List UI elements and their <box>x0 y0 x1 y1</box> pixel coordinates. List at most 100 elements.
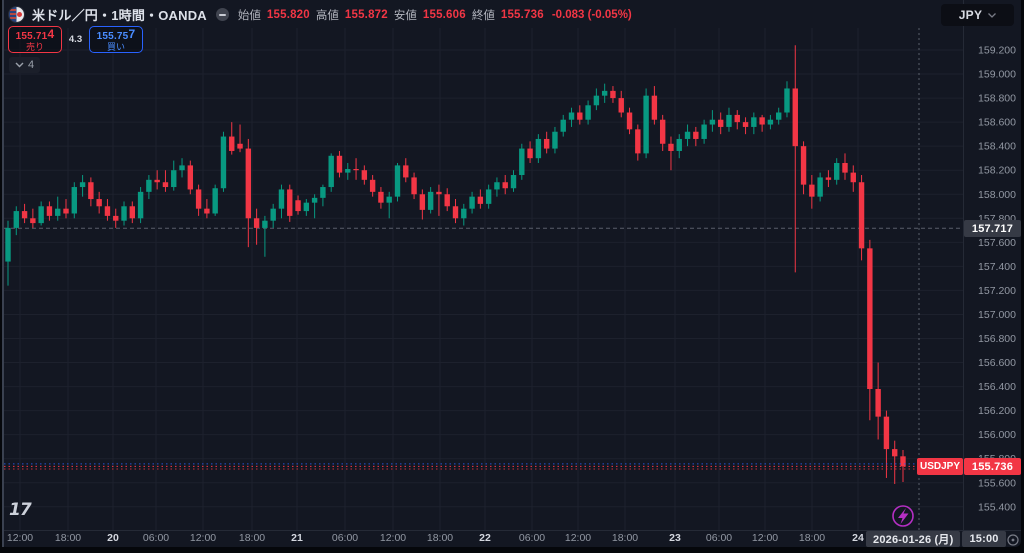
time-tick-label: 06:00 <box>332 532 358 544</box>
candle <box>229 122 235 155</box>
time-tick-label: 12:00 <box>565 532 591 544</box>
open-label: 始値 <box>237 9 261 22</box>
time-tick-label: 18:00 <box>55 532 81 544</box>
last-price-axis-label: 155.736 <box>964 458 1021 475</box>
price-tick-label: 158.000 <box>978 189 1016 201</box>
candle <box>452 199 459 224</box>
event-marker-lightning-icon[interactable] <box>892 505 914 527</box>
candle <box>361 165 368 185</box>
time-tick-label: 18:00 <box>799 532 825 544</box>
candle <box>834 158 840 185</box>
low-value: 155.606 <box>422 8 466 21</box>
candle <box>212 184 218 216</box>
time-tick-label: 12:00 <box>7 532 33 544</box>
window-frame-bottom <box>0 547 1024 553</box>
candle <box>461 203 467 226</box>
candle <box>792 45 798 273</box>
price-tick-label: 155.400 <box>978 501 1016 513</box>
candle <box>568 107 575 127</box>
candle <box>55 196 61 221</box>
candle <box>121 201 127 226</box>
price-tick-label: 156.600 <box>978 357 1016 369</box>
candle <box>767 114 774 130</box>
candle <box>38 201 44 226</box>
candle <box>63 199 69 219</box>
time-scale[interactable] <box>4 530 864 547</box>
candle <box>378 187 384 209</box>
crosshair-date: 2026-01-26 (月) <box>866 531 961 547</box>
price-tick-label: 156.000 <box>978 429 1016 441</box>
price-tick-label: 156.800 <box>978 333 1016 345</box>
candle <box>237 124 243 153</box>
last-price-symbol-tag: USDJPY <box>917 458 963 475</box>
sell-price: 155.71 <box>15 30 48 42</box>
candle <box>618 90 624 118</box>
price-tick-label: 159.000 <box>978 69 1016 81</box>
time-tick-label: 12:00 <box>752 532 778 544</box>
indicators-collapse-button[interactable]: 4 <box>9 57 41 73</box>
high-label: 高値 <box>315 9 339 22</box>
price-tick-label: 156.400 <box>978 381 1016 393</box>
candle <box>353 158 359 180</box>
candle <box>510 170 517 192</box>
ohlc-readout: 始値 155.820 高値 155.872 安値 155.606 終値 155.736 … <box>238 7 632 23</box>
candle <box>187 160 194 195</box>
sell-button[interactable]: 155.714 売り <box>8 26 62 53</box>
time-tick-label: 12:00 <box>380 532 406 544</box>
candle <box>320 184 326 207</box>
candle <box>253 208 260 245</box>
candle <box>883 410 890 478</box>
price-scale[interactable] <box>964 28 1021 530</box>
buy-button[interactable]: 155.757 買い <box>89 26 143 53</box>
candle <box>13 206 19 236</box>
candle <box>287 184 293 222</box>
candle <box>858 175 865 261</box>
candle <box>684 124 691 147</box>
crosshair-target-icon[interactable] <box>1004 532 1022 548</box>
candle <box>171 160 177 191</box>
crosshair <box>4 28 963 530</box>
candle <box>726 107 732 132</box>
chevron-down-icon <box>15 62 24 68</box>
candle <box>303 199 310 216</box>
crosshair-price-axis-label: 157.717 <box>964 220 1021 237</box>
candle <box>403 158 409 183</box>
left-toolbar-strip[interactable] <box>2 0 4 547</box>
candle <box>278 184 285 219</box>
price-tick-label: 157.000 <box>978 309 1016 321</box>
candle <box>643 88 649 159</box>
time-tick-label: 12:00 <box>190 532 216 544</box>
candle <box>560 114 566 137</box>
spread-value: 4.3 <box>68 34 83 45</box>
low-label: 安値 <box>393 9 417 22</box>
time-tick-label: 18:00 <box>612 532 638 544</box>
candle <box>668 136 674 171</box>
candle <box>867 239 873 421</box>
time-tick-label: 06:00 <box>706 532 732 544</box>
symbol-flag-icon <box>8 6 25 23</box>
tradingview-logo[interactable]: 17 <box>9 500 32 520</box>
candle <box>784 81 790 118</box>
price-tick-label: 158.400 <box>978 141 1016 153</box>
candle <box>411 172 417 200</box>
buy-label: 買い <box>106 41 125 52</box>
candle <box>626 107 633 135</box>
price-tick-label: 158.600 <box>978 117 1016 129</box>
time-tick-label: 18:00 <box>427 532 453 544</box>
symbol-title[interactable]: 米ドル／円・1時間・OANDA <box>32 8 207 23</box>
candle <box>635 124 641 161</box>
candle <box>21 203 28 224</box>
candle <box>5 220 11 286</box>
candle <box>734 110 740 130</box>
candle <box>394 162 401 202</box>
price-tick-label: 158.200 <box>978 165 1016 177</box>
scale-borders <box>4 0 1021 547</box>
candle <box>270 203 276 228</box>
candle <box>701 119 707 144</box>
currency-unit-button[interactable]: JPY <box>941 4 1014 26</box>
candle <box>419 189 426 220</box>
candles <box>5 45 906 484</box>
candle <box>651 86 658 125</box>
price-tick-label: 157.200 <box>978 285 1016 297</box>
